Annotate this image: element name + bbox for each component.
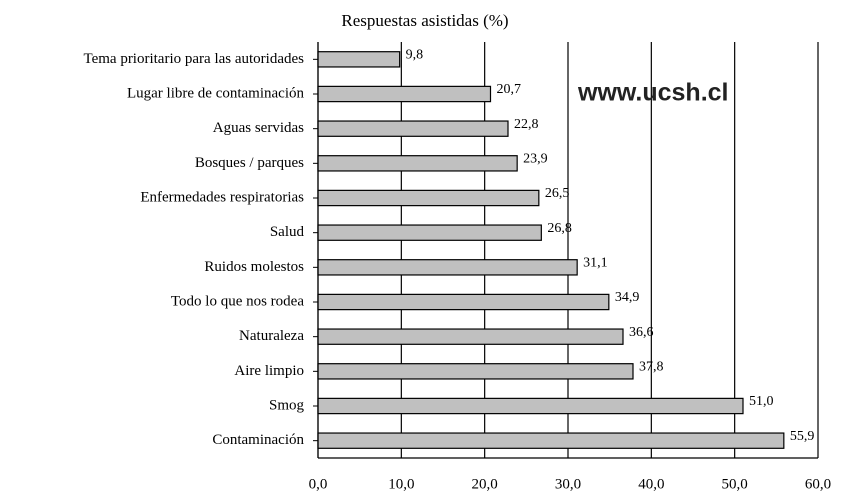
bar [317, 85, 492, 103]
bar [317, 397, 744, 415]
y-tick-label: Todo lo que nos rodea [171, 293, 304, 309]
bar [317, 51, 401, 68]
x-tick-label: 20,0 [472, 476, 498, 492]
y-tick-label: Bosques / parques [195, 155, 304, 171]
y-tick-label: Smog [269, 397, 305, 413]
data-label: 9,8 [406, 48, 424, 63]
y-tick-label: Lugar libre de contaminación [127, 85, 305, 101]
data-label: 55,9 [790, 429, 815, 444]
bar [317, 120, 509, 137]
data-label: 37,8 [639, 360, 664, 375]
bar [317, 224, 542, 241]
bar [317, 432, 785, 449]
bar [317, 189, 540, 207]
y-tick-label: Enfermedades respiratorias [140, 189, 304, 205]
bar [317, 328, 624, 345]
x-tick-label: 40,0 [638, 476, 664, 492]
x-tick-label: 10,0 [388, 476, 414, 492]
data-label: 36,6 [629, 325, 654, 340]
x-tick-label: 30,0 [555, 476, 581, 492]
chart-title: Respuestas asistidas (%) [341, 11, 508, 30]
y-tick-label: Contaminación [212, 432, 304, 448]
data-label: 31,1 [583, 256, 608, 271]
data-label: 34,9 [615, 290, 640, 305]
x-tick-label: 50,0 [722, 476, 748, 492]
y-tick-label: Ruidos molestos [204, 259, 304, 275]
y-tick-label: Salud [270, 224, 305, 240]
bar [317, 363, 634, 380]
watermark: www.ucsh.cl [577, 79, 729, 107]
bar [317, 155, 518, 172]
data-label: 22,8 [514, 117, 539, 132]
x-tick-label: 0,0 [309, 476, 328, 492]
y-tick-label: Aire limpio [234, 363, 304, 379]
bar [317, 293, 610, 311]
data-label: 26,8 [547, 221, 572, 236]
y-tick-label: Aguas servidas [213, 120, 304, 136]
data-label: 20,7 [497, 82, 522, 97]
bar [317, 259, 578, 276]
y-tick-label: Tema prioritario para las autoridades [83, 51, 304, 67]
y-tick-label: Naturaleza [239, 328, 304, 344]
data-label: 26,5 [545, 186, 570, 201]
data-label: 51,0 [749, 394, 774, 409]
data-label: 23,9 [523, 152, 548, 167]
x-tick-label: 60,0 [805, 476, 831, 492]
